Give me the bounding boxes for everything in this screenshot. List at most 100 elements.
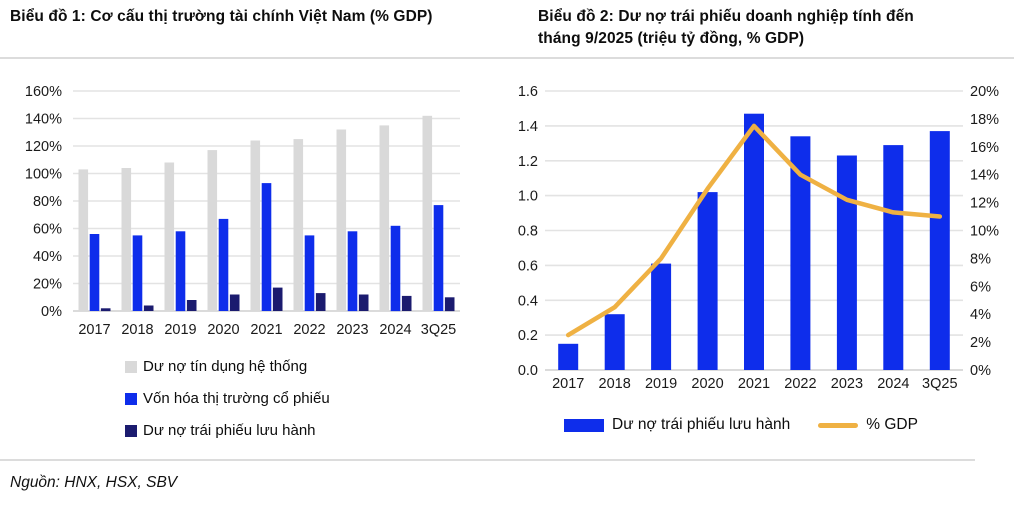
- chart1-title: Biểu đồ 1: Cơ cấu thị trường tài chính V…: [10, 8, 433, 25]
- bar: [604, 314, 625, 370]
- x-axis-tick-label: 2022: [784, 376, 816, 392]
- legend-swatch-gdp-line: [818, 422, 859, 428]
- left-axis-tick-label: 0.4: [518, 293, 538, 309]
- x-axis-tick-label: 2020: [207, 322, 239, 338]
- bar: [558, 343, 579, 370]
- bar: [401, 295, 412, 311]
- bar: [143, 305, 154, 311]
- left-axis-tick-label: 1.2: [518, 154, 538, 170]
- bar: [390, 225, 401, 312]
- bar: [100, 308, 111, 312]
- legend-label-bond-debt: Dư nợ trái phiếu lưu hành: [612, 416, 791, 433]
- y-axis-tick-label: 80%: [33, 194, 62, 210]
- x-axis-tick-label: 2019: [164, 322, 196, 338]
- legend-swatch-bonds: [125, 424, 137, 437]
- y-axis-tick-label: 0%: [41, 304, 62, 320]
- left-axis-tick-label: 0.0: [518, 363, 538, 379]
- x-axis-tick-label: 2017: [552, 376, 584, 392]
- x-axis-tick-label: 2021: [250, 322, 282, 338]
- header-divider: [0, 57, 1014, 59]
- y-axis-tick-label: 40%: [33, 249, 62, 265]
- bar: [132, 235, 143, 311]
- x-axis-tick-label: 2018: [121, 322, 153, 338]
- bar: [293, 139, 304, 311]
- right-axis-tick-label: 8%: [970, 251, 991, 267]
- bar: [336, 129, 347, 311]
- bar: [186, 300, 197, 311]
- y-axis-tick-label: 100%: [25, 167, 62, 183]
- x-axis-tick-label: 2023: [336, 322, 368, 338]
- bar: [697, 192, 718, 370]
- right-axis-tick-label: 10%: [970, 224, 999, 240]
- left-axis-tick-label: 0.8: [518, 224, 538, 240]
- bar: [883, 145, 904, 370]
- bar: [261, 183, 272, 311]
- legend-item-bond-debt: Dư nợ trái phiếu lưu hành: [564, 416, 790, 434]
- bar: [433, 205, 444, 311]
- right-axis-tick-label: 4%: [970, 307, 991, 323]
- grouped-bar-chart-financial-market: 0% 20% 40% 60% 80% 100% 120% 140% 160% 2017 2018 20…: [25, 84, 460, 338]
- right-axis-tick-label: 6%: [970, 279, 991, 295]
- bar: [347, 231, 358, 312]
- y-axis-tick-label: 120%: [25, 139, 62, 155]
- x-axis-tick-label: 3Q25: [922, 376, 957, 392]
- right-axis-tick-label: 0%: [970, 363, 991, 379]
- y-axis-tick-label: 60%: [33, 222, 62, 238]
- right-axis-tick-label: 18%: [970, 112, 999, 128]
- left-axis-tick-label: 1.6: [518, 84, 538, 100]
- bar: [218, 218, 229, 311]
- bar: [207, 150, 218, 311]
- bar: [358, 294, 369, 311]
- x-axis-tick-label: 2022: [293, 322, 325, 338]
- chart2-title: Biểu đồ 2: Dư nợ trái phiếu doanh nghiệp…: [538, 8, 914, 47]
- x-axis-tick-label: 3Q25: [421, 322, 456, 338]
- bar: [836, 155, 857, 370]
- legend-item-equity: Vốn hóa thị trường cổ phiếu: [125, 390, 330, 407]
- y-axis-tick-label: 20%: [33, 277, 62, 293]
- right-axis-tick-label: 20%: [970, 84, 999, 100]
- gdp-line: [565, 123, 943, 338]
- bar: [315, 293, 326, 311]
- bar: [379, 125, 390, 312]
- bar: [304, 235, 315, 311]
- bar: [89, 234, 100, 311]
- x-axis-tick-label: 2021: [738, 376, 770, 392]
- bar: [175, 231, 186, 312]
- bar-line-chart-corporate-bonds: 0.0 0.2 0.4 0.6 0.8 1.0 1.2 1.4 1.6 0% 2% 4% 6% 8% 10%…: [518, 84, 999, 392]
- legend-item-gdp-line: % GDP: [818, 416, 918, 434]
- legend-swatch-equity: [125, 392, 137, 405]
- right-axis-tick-label: 2%: [970, 335, 991, 351]
- x-axis-tick-label: 2020: [691, 376, 723, 392]
- legend-item-bonds: Dư nợ trái phiếu lưu hành: [125, 422, 330, 439]
- legend-item-credit: Dư nợ tín dụng hệ thống: [125, 358, 330, 375]
- chart2-legend: Dư nợ trái phiếu lưu hành % GDP: [507, 416, 975, 434]
- chart1-legend: Dư nợ tín dụng hệ thống Vốn hóa thị trườ…: [125, 358, 330, 439]
- y-axis-tick-label: 160%: [25, 84, 62, 100]
- left-axis-tick-label: 0.6: [518, 258, 538, 274]
- left-axis-tick-label: 1.0: [518, 189, 538, 205]
- x-axis-tick-label: 2024: [877, 376, 909, 392]
- bar: [121, 168, 132, 311]
- legend-label-bonds: Dư nợ trái phiếu lưu hành: [143, 422, 316, 439]
- bar: [229, 294, 240, 311]
- bar: [272, 287, 283, 311]
- bar: [929, 131, 950, 370]
- legend-swatch-credit: [125, 360, 137, 373]
- bar: [164, 162, 175, 311]
- legend-label-equity: Vốn hóa thị trường cổ phiếu: [143, 390, 330, 407]
- x-axis-tick-label: 2017: [78, 322, 110, 338]
- legend-label-gdp-line: % GDP: [866, 416, 918, 433]
- bar: [444, 297, 455, 312]
- right-axis-tick-label: 16%: [970, 140, 999, 156]
- legend-label-credit: Dư nợ tín dụng hệ thống: [143, 358, 308, 375]
- bar: [250, 140, 261, 311]
- bar: [78, 169, 89, 311]
- footer-divider: [0, 459, 975, 461]
- bar: [651, 263, 672, 370]
- right-axis-tick-label: 12%: [970, 196, 999, 212]
- x-axis-tick-label: 2024: [379, 322, 411, 338]
- bar: [790, 136, 811, 370]
- x-axis-tick-label: 2023: [831, 376, 863, 392]
- x-axis-tick-label: 2019: [645, 376, 677, 392]
